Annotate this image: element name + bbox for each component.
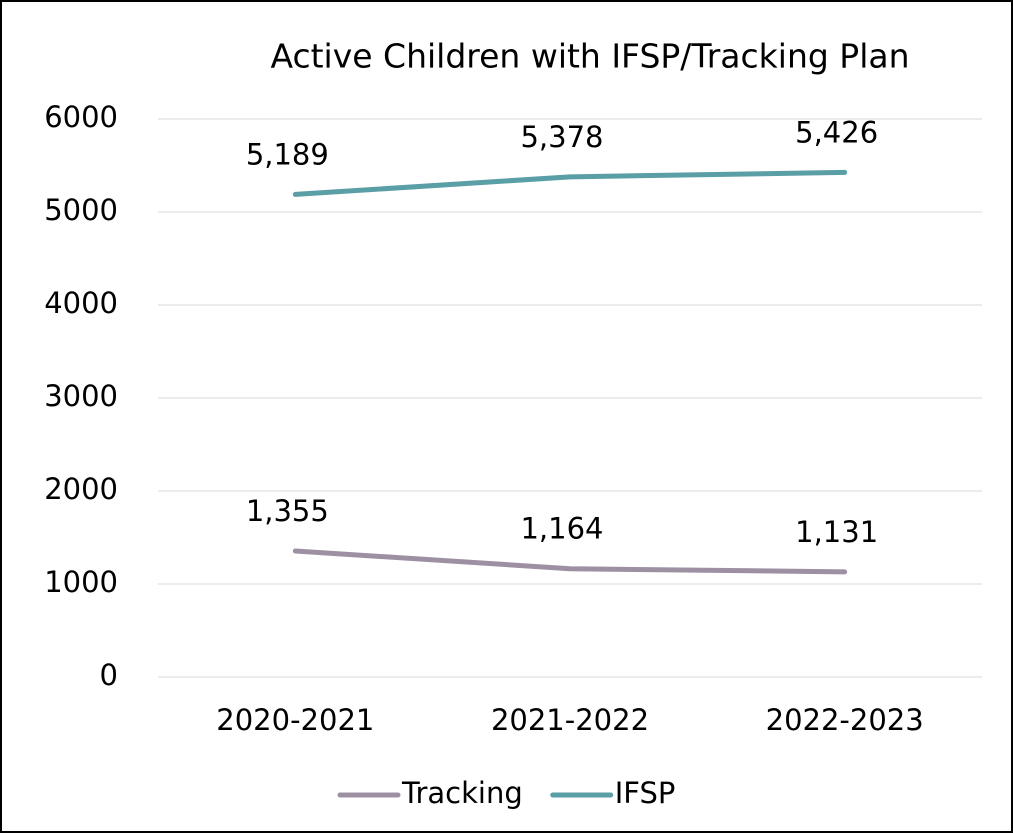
y-tick-label: 6000 — [44, 100, 118, 134]
data-label: 1,131 — [795, 515, 878, 549]
x-tick-label: 2022-2023 — [766, 703, 924, 737]
y-tick-label: 3000 — [44, 379, 118, 413]
y-tick-label: 5000 — [44, 193, 118, 227]
y-tick-label: 4000 — [44, 286, 118, 320]
series-line — [292, 548, 848, 575]
legend-label: Tracking — [401, 776, 523, 810]
data-label: 1,164 — [520, 512, 603, 546]
data-label: 5,378 — [520, 120, 603, 154]
data-label: 5,189 — [246, 137, 329, 171]
data-label: 5,426 — [795, 115, 878, 149]
series-line — [292, 169, 848, 197]
x-tick-label: 2021-2022 — [491, 703, 649, 737]
y-tick-label: 1000 — [44, 565, 118, 599]
chart-title: Active Children with IFSP/Tracking Plan — [270, 37, 909, 76]
data-label: 1,355 — [246, 494, 329, 528]
legend-label: IFSP — [615, 776, 676, 810]
x-tick-label: 2020-2021 — [216, 703, 374, 737]
y-tick-label: 0 — [100, 658, 118, 692]
y-tick-label: 2000 — [44, 472, 118, 506]
